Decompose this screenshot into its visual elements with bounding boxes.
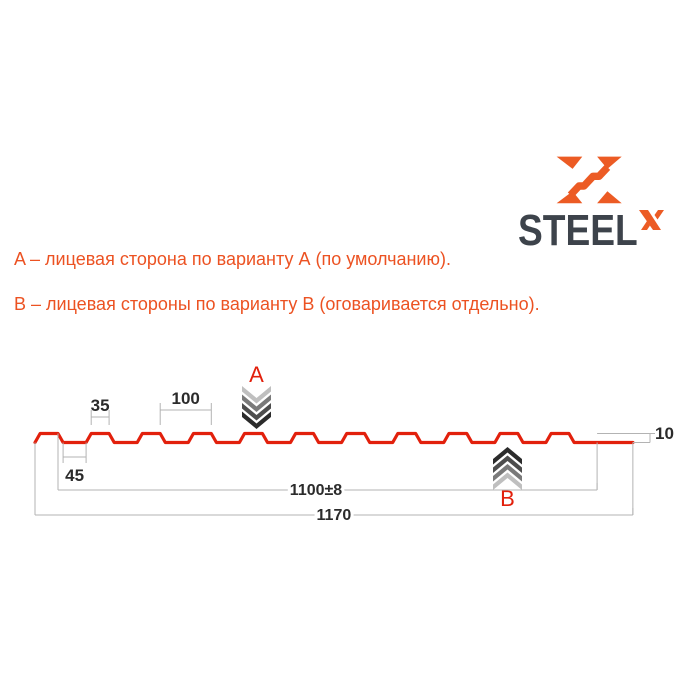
svg-text:B: B	[500, 486, 515, 511]
svg-text:100: 100	[172, 389, 200, 408]
svg-text:A: A	[249, 362, 264, 387]
svg-text:1100±8: 1100±8	[290, 482, 342, 499]
svg-text:10: 10	[655, 424, 674, 443]
svg-text:35: 35	[91, 396, 110, 415]
svg-text:1170: 1170	[317, 507, 352, 524]
svg-text:45: 45	[65, 466, 84, 485]
